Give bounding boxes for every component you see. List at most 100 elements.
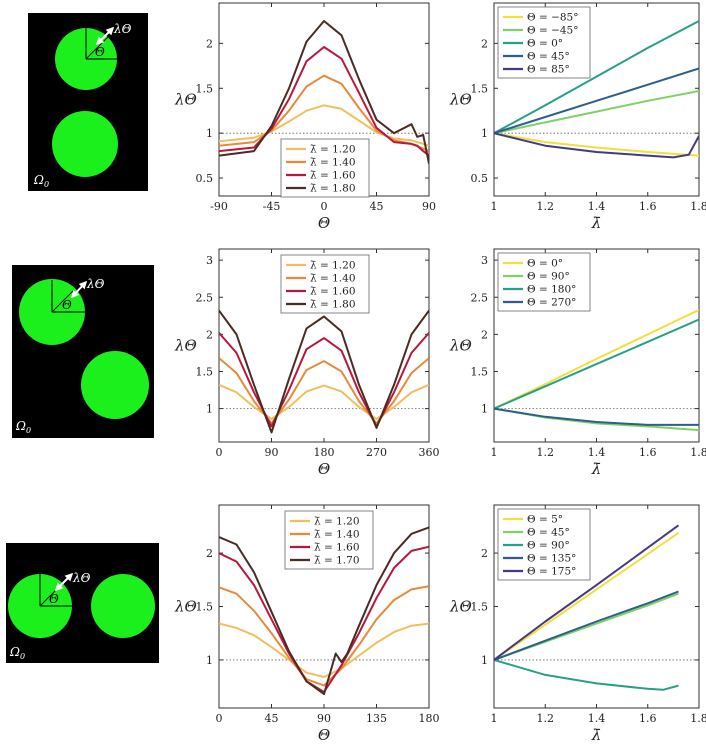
series-line: [494, 524, 680, 661]
x-tick-label: 0: [321, 200, 328, 213]
x-tick-label: 1.2: [537, 200, 555, 213]
chart-r3-stretch: 1 1.2 1.4 1.6 1.8 1 1.5 2 λ̄ λΘ Θ = 5°Θ = 45°Θ = 9…: [449, 504, 706, 744]
y-axis-label: λΘ: [174, 91, 197, 109]
legend: Θ = 5°Θ = 45°Θ = 90°Θ = 135°Θ = 175°: [497, 508, 591, 581]
y-tick-label: 1: [481, 127, 488, 140]
x-axis-label: λ̄: [591, 214, 602, 232]
legend: λ̄ = 1.20λ̄ = 1.40λ̄ = 1.60λ̄ = 1.80: [280, 254, 370, 314]
x-tick-label: 1.6: [639, 446, 657, 459]
x-axis-label: Θ: [318, 460, 330, 478]
legend-label: Θ = 180°: [527, 284, 576, 296]
legend: λ̄ = 1.20λ̄ = 1.40λ̄ = 1.60λ̄ = 1.70: [284, 510, 374, 570]
angle-label: Θ: [95, 45, 105, 59]
legend-label: λ̄ = 1.20: [310, 144, 356, 156]
series-line: [494, 658, 679, 691]
series-line: [494, 407, 699, 426]
legend-label: Θ = 135°: [527, 553, 576, 565]
y-tick-label: 2: [481, 547, 488, 560]
cell-panel-row3: Θ λΘ Ω 0: [6, 543, 159, 663]
series-line: [494, 590, 679, 661]
angle-label: Θ: [49, 592, 59, 606]
series-line: [219, 526, 429, 696]
x-tick-label: 45: [265, 712, 279, 725]
legend: Θ = 0°Θ = 90°Θ = 180°Θ = 270°: [497, 252, 591, 312]
y-tick-label: 1.5: [196, 601, 214, 614]
x-tick-label: 1.8: [690, 712, 706, 725]
y-tick-label: 1: [481, 654, 488, 667]
y-tick-label: 1: [481, 403, 488, 416]
x-tick-label: 1.8: [690, 446, 706, 459]
cell-panel-row2: Θ λΘ Ω 0: [12, 265, 154, 438]
y-tick-label: 2: [206, 547, 213, 560]
domain-label: Ω: [33, 173, 44, 187]
series-line: [494, 132, 699, 157]
x-tick-label: 1.2: [537, 446, 555, 459]
series-line: [494, 308, 699, 410]
series-line: [219, 585, 429, 687]
angle-label: Θ: [62, 298, 72, 312]
x-tick-label: 1.4: [588, 446, 606, 459]
legend-label: Θ = 5°: [527, 514, 563, 526]
x-tick-label: 135: [366, 712, 387, 725]
x-tick-label: 180: [314, 446, 335, 459]
y-tick-label: 1.5: [471, 601, 489, 614]
x-tick-label: 45: [370, 200, 384, 213]
domain-label: Ω: [15, 419, 26, 433]
x-tick-label: 1.8: [690, 200, 706, 213]
series-line: [494, 132, 699, 159]
legend-label: Θ = 45°: [527, 527, 570, 539]
series-line: [494, 318, 699, 410]
legend-label: λ̄ = 1.80: [310, 299, 356, 311]
domain-label-sub: 0: [20, 652, 25, 661]
x-tick-label: 270: [366, 446, 387, 459]
series-line: [219, 622, 429, 678]
chart-r2-stretch: 1 1.2 1.4 1.6 1.811.522.53λ̄λΘΘ = 0°Θ = 90°Θ…: [449, 248, 706, 478]
legend-label: λ̄ = 1.40: [314, 529, 360, 541]
legend-label: Θ = −45°: [527, 25, 579, 37]
x-axis-label: λ̄: [591, 460, 602, 478]
legend-label: Θ = 90°: [527, 271, 570, 283]
series-line: [494, 90, 699, 135]
y-tick-label: 3: [206, 254, 213, 267]
y-axis-label: λΘ: [449, 337, 472, 355]
legend-label: λ̄ = 1.20: [310, 260, 356, 272]
y-tick-label: 2: [206, 37, 213, 50]
series-line: [219, 357, 429, 425]
x-tick-label: 1.2: [537, 712, 555, 725]
direction-line: [51, 289, 75, 313]
legend-label: Θ = 45°: [527, 51, 570, 63]
x-axis-label: λ̄: [591, 726, 602, 744]
particle-disk: [81, 351, 149, 419]
particle-disk: [52, 111, 118, 177]
legend-label: λ̄ = 1.20: [314, 516, 360, 528]
x-tick-label: -45: [263, 200, 281, 213]
x-tick-label: -90: [210, 200, 228, 213]
domain-label-sub: 0: [44, 180, 49, 189]
y-tick-label: 0.5: [471, 172, 489, 185]
y-tick-label: 2: [481, 328, 488, 341]
x-tick-label: 0: [216, 446, 223, 459]
arrow-label: λΘ: [72, 571, 91, 585]
stretch-arrow: [54, 572, 74, 592]
legend-label: Θ = 0°: [527, 38, 563, 50]
series-line: [219, 20, 429, 164]
y-tick-label: 0.5: [196, 172, 214, 185]
domain-label: Ω: [9, 645, 20, 659]
legend: Θ = −85°Θ = −45°Θ = 0°Θ = 45°Θ = 85°: [497, 6, 591, 79]
x-tick-label: 1.4: [588, 200, 606, 213]
y-tick-label: 1.5: [471, 82, 489, 95]
particle-disk: [91, 574, 155, 638]
stretch-arrow: [70, 280, 88, 299]
y-axis-label: λΘ: [174, 598, 197, 616]
legend-label: λ̄ = 1.80: [310, 183, 356, 195]
legend-label: λ̄ = 1.40: [310, 273, 356, 285]
x-axis-label: Θ: [318, 726, 330, 744]
y-tick-label: 1: [206, 654, 213, 667]
y-tick-label: 2: [481, 37, 488, 50]
y-tick-label: 1.5: [196, 82, 214, 95]
series-line: [494, 20, 699, 135]
